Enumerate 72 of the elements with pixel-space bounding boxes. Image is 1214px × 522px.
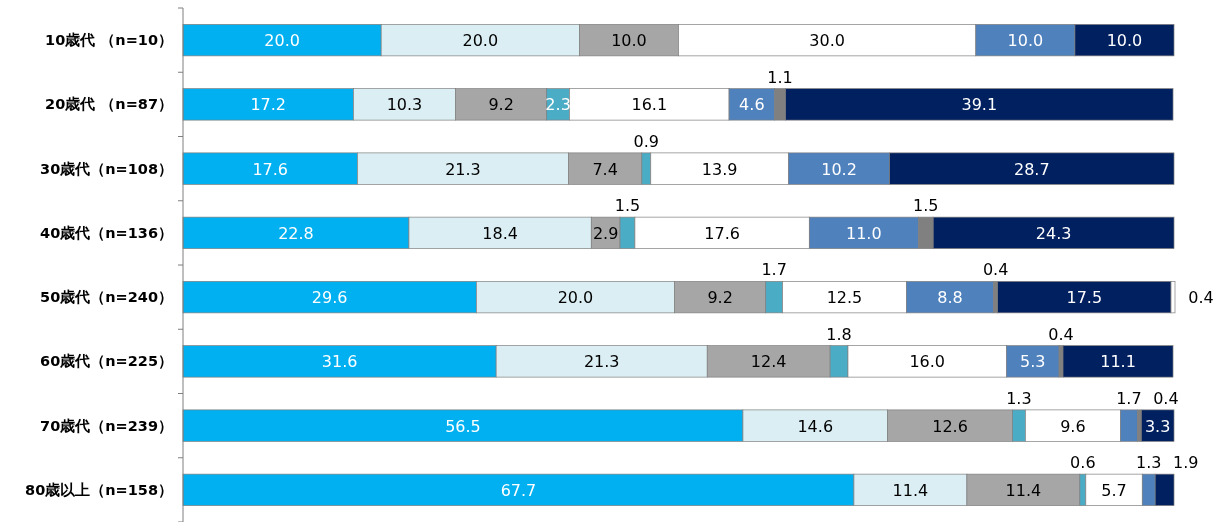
data-label: 9.2 [707, 288, 733, 308]
y-tick-label: 10歳代 （n=10） [45, 32, 173, 49]
data-label: 28.7 [1013, 159, 1050, 179]
data-label: 11.0 [846, 223, 882, 243]
data-label: 11.4 [892, 480, 929, 500]
data-label: 20.0 [264, 31, 300, 51]
y-tick-label: 50歳代（n=240） [40, 289, 173, 306]
data-label: 0.4 [1153, 388, 1179, 408]
data-label: 20.0 [557, 288, 594, 308]
data-label: 18.4 [482, 223, 518, 243]
data-label: 0.4 [1188, 288, 1214, 308]
data-label: 1.1 [767, 67, 793, 87]
data-label: 10.0 [1007, 31, 1044, 51]
data-label: 17.6 [252, 159, 289, 179]
bar [997, 281, 1172, 314]
data-label: 2.3 [545, 95, 571, 115]
data-label: 5.3 [1020, 352, 1046, 372]
data-label: 11.4 [1005, 480, 1042, 500]
data-label: 24.3 [1035, 223, 1072, 243]
y-tick-label: 40歳代（n=136） [40, 224, 173, 241]
data-label: 10.0 [1106, 31, 1143, 51]
data-label: 29.6 [311, 288, 348, 308]
data-label: 20.0 [462, 31, 499, 51]
data-label: 9.2 [488, 95, 514, 115]
data-label: 21.3 [445, 159, 481, 179]
data-label: 1.3 [1136, 453, 1162, 473]
data-label: 39.1 [961, 95, 998, 115]
y-tick-label: 80歳以上（n=158） [25, 481, 173, 498]
data-label: 17.2 [250, 95, 287, 115]
y-tick-label: 30歳代（n=108） [40, 160, 173, 177]
data-label: 56.5 [445, 416, 481, 436]
data-label: 14.6 [797, 416, 834, 436]
data-label: 1.7 [1116, 388, 1142, 408]
data-label: 1.5 [614, 196, 641, 216]
data-label: 3.3 [1144, 416, 1171, 436]
y-tick-label: 60歳代（n=225） [40, 353, 173, 370]
data-label: 7.4 [592, 159, 618, 179]
data-label: 8.8 [937, 288, 963, 308]
bar [1140, 409, 1175, 442]
data-label: 1.3 [1006, 388, 1032, 408]
bar [1062, 345, 1174, 378]
data-label: 1.7 [761, 260, 787, 280]
data-label: 10.2 [821, 159, 857, 179]
data-label: 0.9 [633, 131, 660, 151]
data-label: 10.0 [611, 31, 647, 51]
data-label: 22.8 [278, 223, 314, 243]
data-label: 16.1 [631, 95, 668, 115]
data-label: 5.7 [1101, 480, 1127, 500]
data-label: 0.6 [1070, 453, 1096, 473]
data-label: 1.5 [913, 196, 939, 216]
data-label: 1.9 [1173, 453, 1199, 473]
data-label: 30.0 [809, 31, 845, 51]
data-label: 11.1 [1100, 352, 1136, 372]
data-label: 31.6 [321, 352, 358, 372]
data-label: 17.5 [1066, 288, 1103, 308]
data-label: 4.6 [739, 95, 765, 115]
data-label: 10.3 [386, 95, 423, 115]
data-label: 21.3 [583, 352, 620, 372]
y-tick-label: 20歳代 （n=87） [45, 96, 173, 113]
data-label: 13.9 [701, 159, 738, 179]
data-label: 12.6 [932, 416, 968, 436]
y-tick-label: 70歳代（n=239） [40, 417, 173, 434]
data-label: 67.7 [500, 480, 537, 500]
data-label: 17.6 [704, 223, 740, 243]
data-label: 1.8 [826, 324, 852, 344]
data-label: 0.4 [1048, 324, 1074, 344]
data-label: 9.6 [1060, 416, 1086, 436]
data-label: 2.9 [592, 223, 619, 243]
data-label: 12.4 [750, 352, 787, 372]
data-label: 16.0 [909, 352, 946, 372]
data-label: 12.5 [826, 288, 863, 308]
data-label: 0.4 [982, 260, 1009, 280]
